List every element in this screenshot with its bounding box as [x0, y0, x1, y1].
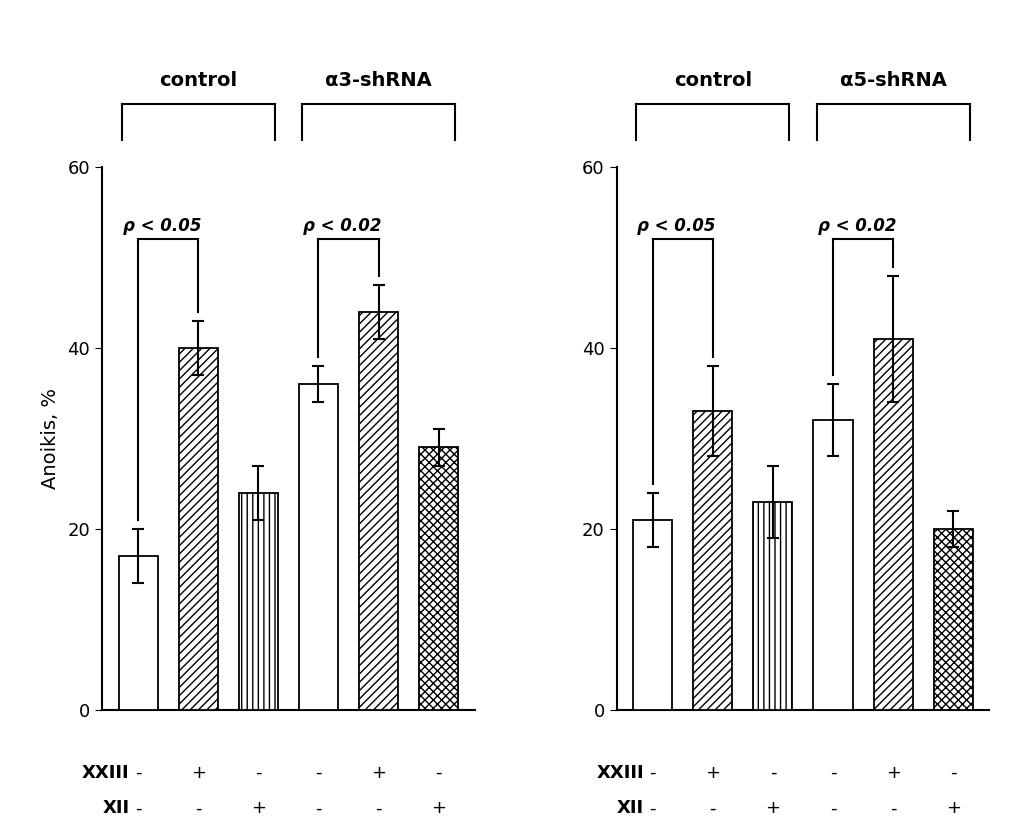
Text: control: control — [673, 71, 751, 90]
Text: XXIII: XXIII — [82, 764, 129, 782]
Bar — [693, 412, 732, 710]
Text: -: - — [255, 764, 261, 782]
Text: XII: XII — [616, 799, 644, 817]
Bar — [419, 448, 458, 710]
Bar — [118, 556, 158, 710]
Text: -: - — [769, 764, 775, 782]
Bar — [359, 311, 397, 710]
Bar — [299, 384, 337, 710]
Text: +: + — [371, 764, 386, 782]
Text: -: - — [435, 764, 441, 782]
Text: ρ < 0.02: ρ < 0.02 — [817, 217, 896, 235]
Bar — [238, 493, 277, 710]
Text: +: + — [191, 764, 206, 782]
Text: α3-shRNA: α3-shRNA — [325, 71, 432, 90]
Text: ρ < 0.05: ρ < 0.05 — [122, 217, 201, 235]
Text: -: - — [375, 799, 381, 817]
Text: ρ < 0.05: ρ < 0.05 — [637, 217, 715, 235]
Bar — [813, 420, 852, 710]
Text: +: + — [704, 764, 719, 782]
Text: +: + — [431, 799, 446, 817]
Text: -: - — [135, 799, 142, 817]
Text: -: - — [195, 799, 202, 817]
Text: -: - — [709, 799, 715, 817]
Text: α5-shRNA: α5-shRNA — [839, 71, 946, 90]
Bar — [633, 519, 672, 710]
Text: control: control — [159, 71, 237, 90]
Text: -: - — [315, 799, 321, 817]
Text: -: - — [649, 799, 655, 817]
Y-axis label: Anoikis, %: Anoikis, % — [42, 388, 60, 488]
Text: -: - — [649, 764, 655, 782]
Text: +: + — [945, 799, 960, 817]
Text: -: - — [135, 764, 142, 782]
Text: +: + — [884, 764, 900, 782]
Bar — [932, 529, 972, 710]
Text: -: - — [829, 799, 836, 817]
Text: -: - — [889, 799, 896, 817]
Bar — [873, 339, 912, 710]
Bar — [753, 502, 792, 710]
Text: -: - — [949, 764, 956, 782]
Text: XII: XII — [103, 799, 129, 817]
Text: +: + — [764, 799, 780, 817]
Text: -: - — [315, 764, 321, 782]
Bar — [178, 348, 217, 710]
Text: ρ < 0.02: ρ < 0.02 — [303, 217, 381, 235]
Text: +: + — [251, 799, 266, 817]
Text: -: - — [829, 764, 836, 782]
Text: XXIII: XXIII — [596, 764, 644, 782]
